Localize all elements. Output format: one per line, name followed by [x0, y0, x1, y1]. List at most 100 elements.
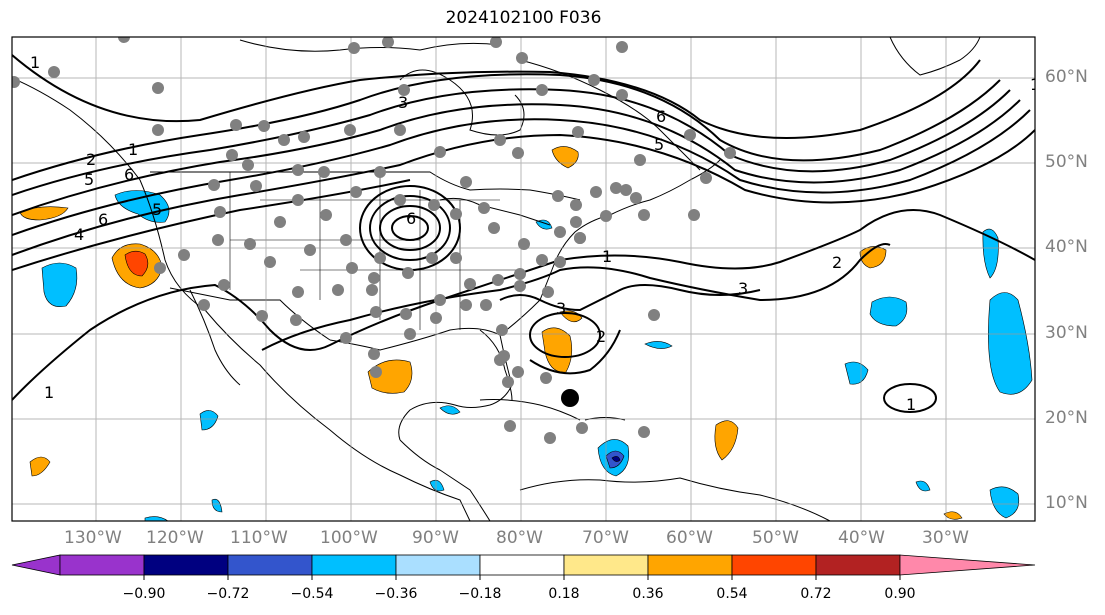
colorbar-bin-6: [479, 554, 565, 576]
storm-center-marker: [561, 389, 579, 407]
baja-coast: [189, 289, 241, 386]
colorbar-tick-label: 0.54: [716, 586, 748, 602]
contour-label-1f: 1: [1030, 75, 1040, 94]
contour-label-5: 5: [84, 170, 94, 189]
colorbar-tick-label: 0.90: [884, 586, 916, 602]
lat-label-20n: 20°N: [1045, 408, 1088, 428]
subtropical-contour-1: [12, 209, 1035, 401]
lon-label-40w: 40°W: [838, 528, 885, 548]
station-markers: [12, 37, 736, 444]
blue-patch-sw-bottom: [989, 486, 1020, 519]
colorbar-tick-label: −0.90: [122, 586, 166, 602]
blue-patch-far-east: [915, 480, 931, 492]
carolina-contour-3: [529, 312, 601, 358]
colorbar-bin-9: [731, 554, 817, 576]
central-america: [399, 439, 491, 521]
colorbar-tick-label: −0.18: [458, 586, 502, 602]
lon-label-130w: 130°W: [64, 528, 122, 548]
contour-lines: [12, 54, 1035, 413]
south-america-north: [519, 477, 831, 521]
greenland: [889, 37, 981, 76]
lon-label-100w: 100°W: [320, 528, 378, 548]
colorbar-tick-label: 0.72: [800, 586, 832, 602]
colorbar: [11, 554, 1036, 580]
lat-label-60n: 60°N: [1045, 67, 1088, 87]
blue-patch-east-atlantic: [988, 292, 1033, 395]
jet-contour-3: [12, 88, 1011, 196]
low-contour-2: [379, 205, 441, 251]
contour-label-6d: 6: [656, 107, 666, 126]
lat-label-40n: 40°N: [1045, 237, 1088, 257]
contour-label-2: 2: [86, 150, 96, 169]
blue-patch-east-atlantic-north: [982, 228, 999, 279]
contour-labels: 1 2 5 6 4 6 5 1 6 3 6 5 1 2 3 3 2 1 1 1: [30, 53, 1040, 414]
colorbar-tick-label: −0.72: [206, 586, 250, 602]
lat-label-30n: 30°N: [1045, 323, 1088, 343]
contour-label-1b: 1: [128, 140, 138, 159]
map-frame: [11, 36, 1036, 522]
blue-patch-gulf-east: [439, 405, 461, 415]
lon-label-60w: 60°W: [666, 528, 713, 548]
jet-contour-2: [12, 73, 1001, 181]
labrador: [519, 59, 701, 171]
contour-label-2c: 2: [596, 327, 606, 346]
orange-patch-pacific-nw: [19, 206, 69, 221]
lon-label-30w: 30°W: [922, 528, 969, 548]
lat-label-50n: 50°N: [1045, 152, 1088, 172]
orange-patch-east-pacific: [29, 456, 51, 477]
blue-patch-bottom-left: [144, 516, 169, 521]
blue-patch-pacific-west: [41, 262, 78, 307]
colorbar-bin-5: [395, 554, 481, 576]
great-lakes: [439, 197, 551, 226]
subtropical-contour-3: [499, 284, 761, 312]
blue-patch-subtropical: [844, 361, 869, 385]
arctic-islands: [239, 39, 501, 52]
colorbar-extend-low: [11, 554, 61, 576]
contour-label-6c: 6: [406, 209, 416, 228]
contour-label-1c: 1: [602, 247, 612, 266]
colorbar-bin-7: [563, 554, 649, 576]
orange-patch-trop-atlantic: [714, 420, 739, 461]
lon-label-50w: 50°W: [752, 528, 799, 548]
map-title: 2024102100 F036: [445, 8, 602, 28]
contour-label-6b: 6: [98, 210, 108, 229]
colorbar-bin-3: [227, 554, 313, 576]
contour-label-4: 4: [74, 225, 84, 244]
jet-contour-6: [12, 129, 1035, 256]
colorbar-bin-4: [311, 554, 397, 576]
anomaly-shading: [19, 146, 1033, 521]
contour-label-1d: 1: [44, 383, 54, 402]
east-coast: [499, 159, 721, 336]
blue-patch-pacific-sw: [199, 410, 219, 431]
gulf-coast: [329, 327, 513, 441]
atlantic-contour-1: [883, 383, 937, 413]
contour-label-1e: 1: [906, 395, 916, 414]
jet-contour-4: [12, 99, 1021, 216]
subtropical-contour-2: [261, 243, 891, 351]
blue-patch-bottom-mid2: [211, 498, 223, 513]
lat-label-10n: 10°N: [1045, 493, 1088, 513]
contour-label-2b: 2: [832, 253, 842, 272]
red-patch-baja: [124, 250, 149, 277]
navy-patch-caribbean: [611, 456, 621, 462]
low-contour-3: [369, 195, 451, 261]
orange-patch-sw-corner: [943, 511, 963, 520]
orange-patch-atlantic: [859, 246, 887, 269]
low-contour-inner: [391, 215, 429, 241]
subtropical-contour-2b: [529, 329, 621, 375]
colorbar-bin-8: [647, 554, 733, 576]
colorbar-tick-label: −0.36: [374, 586, 418, 602]
colorbar-extend-high: [899, 554, 1036, 576]
colorbar-bin-2: [143, 554, 229, 576]
blue-patch-mid-atlantic: [869, 296, 908, 327]
blue-patch-pacific-north: [114, 190, 170, 223]
orange-patch-canada: [551, 146, 579, 169]
lon-label-110w: 110°W: [230, 528, 288, 548]
lon-label-70w: 70°W: [582, 528, 629, 548]
contour-label-3c: 3: [556, 299, 566, 318]
contour-label-6: 6: [124, 165, 134, 184]
contour-label-3a: 3: [398, 93, 408, 112]
colorbar-tick-label: 0.18: [548, 586, 580, 602]
lon-label-90w: 90°W: [412, 528, 459, 548]
